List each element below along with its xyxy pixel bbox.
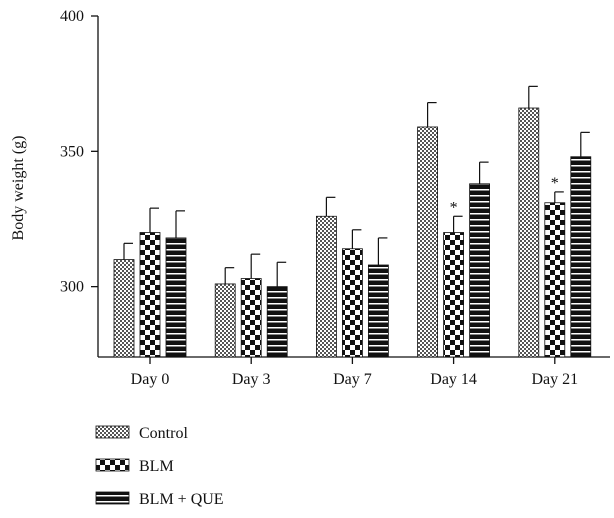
bar — [417, 126, 439, 358]
bar — [367, 264, 389, 358]
legend-swatch — [95, 458, 130, 472]
x-tick-label: Day 14 — [430, 371, 477, 388]
bar — [240, 278, 262, 358]
legend-swatch — [95, 491, 130, 505]
bar — [315, 215, 337, 358]
bar — [165, 237, 187, 358]
x-tick-label: Day 0 — [131, 371, 170, 388]
x-tick-label: Day 3 — [232, 371, 271, 388]
legend-label: Control — [139, 425, 188, 442]
legend: Control BLM BLM + QUE — [95, 425, 224, 508]
legend-label: BLM + QUE — [139, 491, 224, 508]
y-axis-label: Body weight (g) — [10, 136, 27, 241]
bar — [544, 202, 566, 358]
x-tick-label: Day 21 — [531, 371, 578, 388]
bar — [443, 232, 465, 358]
bar — [139, 232, 161, 358]
y-tick-label: 300 — [60, 279, 84, 296]
bar — [469, 183, 491, 358]
legend-swatch — [95, 425, 130, 439]
significance-marker: * — [450, 199, 458, 216]
bar — [113, 259, 135, 358]
bar — [266, 286, 288, 358]
bar — [518, 107, 540, 358]
y-tick-label: 400 — [60, 8, 84, 25]
bar — [214, 283, 236, 358]
y-tick-label: 350 — [60, 143, 84, 160]
bar — [570, 156, 592, 358]
legend-label: BLM — [139, 458, 174, 475]
x-tick-label: Day 7 — [333, 371, 372, 388]
bar — [341, 248, 363, 358]
plot-area: 300 350 400 Day 0 Day 3 Day 7 * Day 14 * Day 21 — [60, 8, 610, 388]
significance-marker: * — [551, 175, 559, 192]
